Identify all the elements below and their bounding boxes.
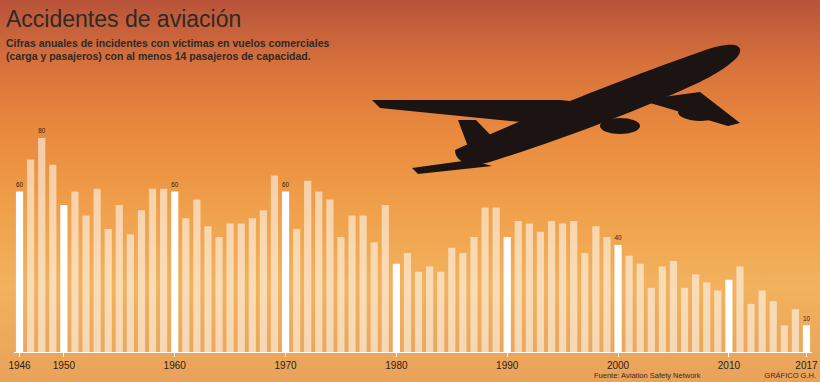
svg-text:1960: 1960 <box>164 360 187 371</box>
svg-text:1980: 1980 <box>385 360 408 371</box>
svg-text:40: 40 <box>614 234 622 241</box>
html-text:Cifras anuales de incidentes c: Cifras anuales de incidentes con víctima… <box>6 37 330 62</box>
html-text:GRÁFICO G.H.: GRÁFICO G.H. <box>764 371 816 380</box>
svg-text:1990: 1990 <box>496 360 519 371</box>
svg-text:1946: 1946 <box>8 360 31 371</box>
html-text:Fuente: Aviation Safety Networ: Fuente: Aviation Safety Network <box>594 371 701 380</box>
html-text:Accidentes de aviación: Accidentes de aviación <box>6 6 242 32</box>
svg-text:2017: 2017 <box>795 360 818 371</box>
svg-text:2010: 2010 <box>718 360 741 371</box>
svg-text:80: 80 <box>38 127 46 134</box>
svg-text:1950: 1950 <box>53 360 76 371</box>
svg-text:2000: 2000 <box>607 360 630 371</box>
svg-text:60: 60 <box>171 181 179 188</box>
svg-text:1970: 1970 <box>274 360 297 371</box>
svg-text:60: 60 <box>16 181 24 188</box>
svg-text:60: 60 <box>282 181 290 188</box>
svg-text:10: 10 <box>803 315 811 322</box>
